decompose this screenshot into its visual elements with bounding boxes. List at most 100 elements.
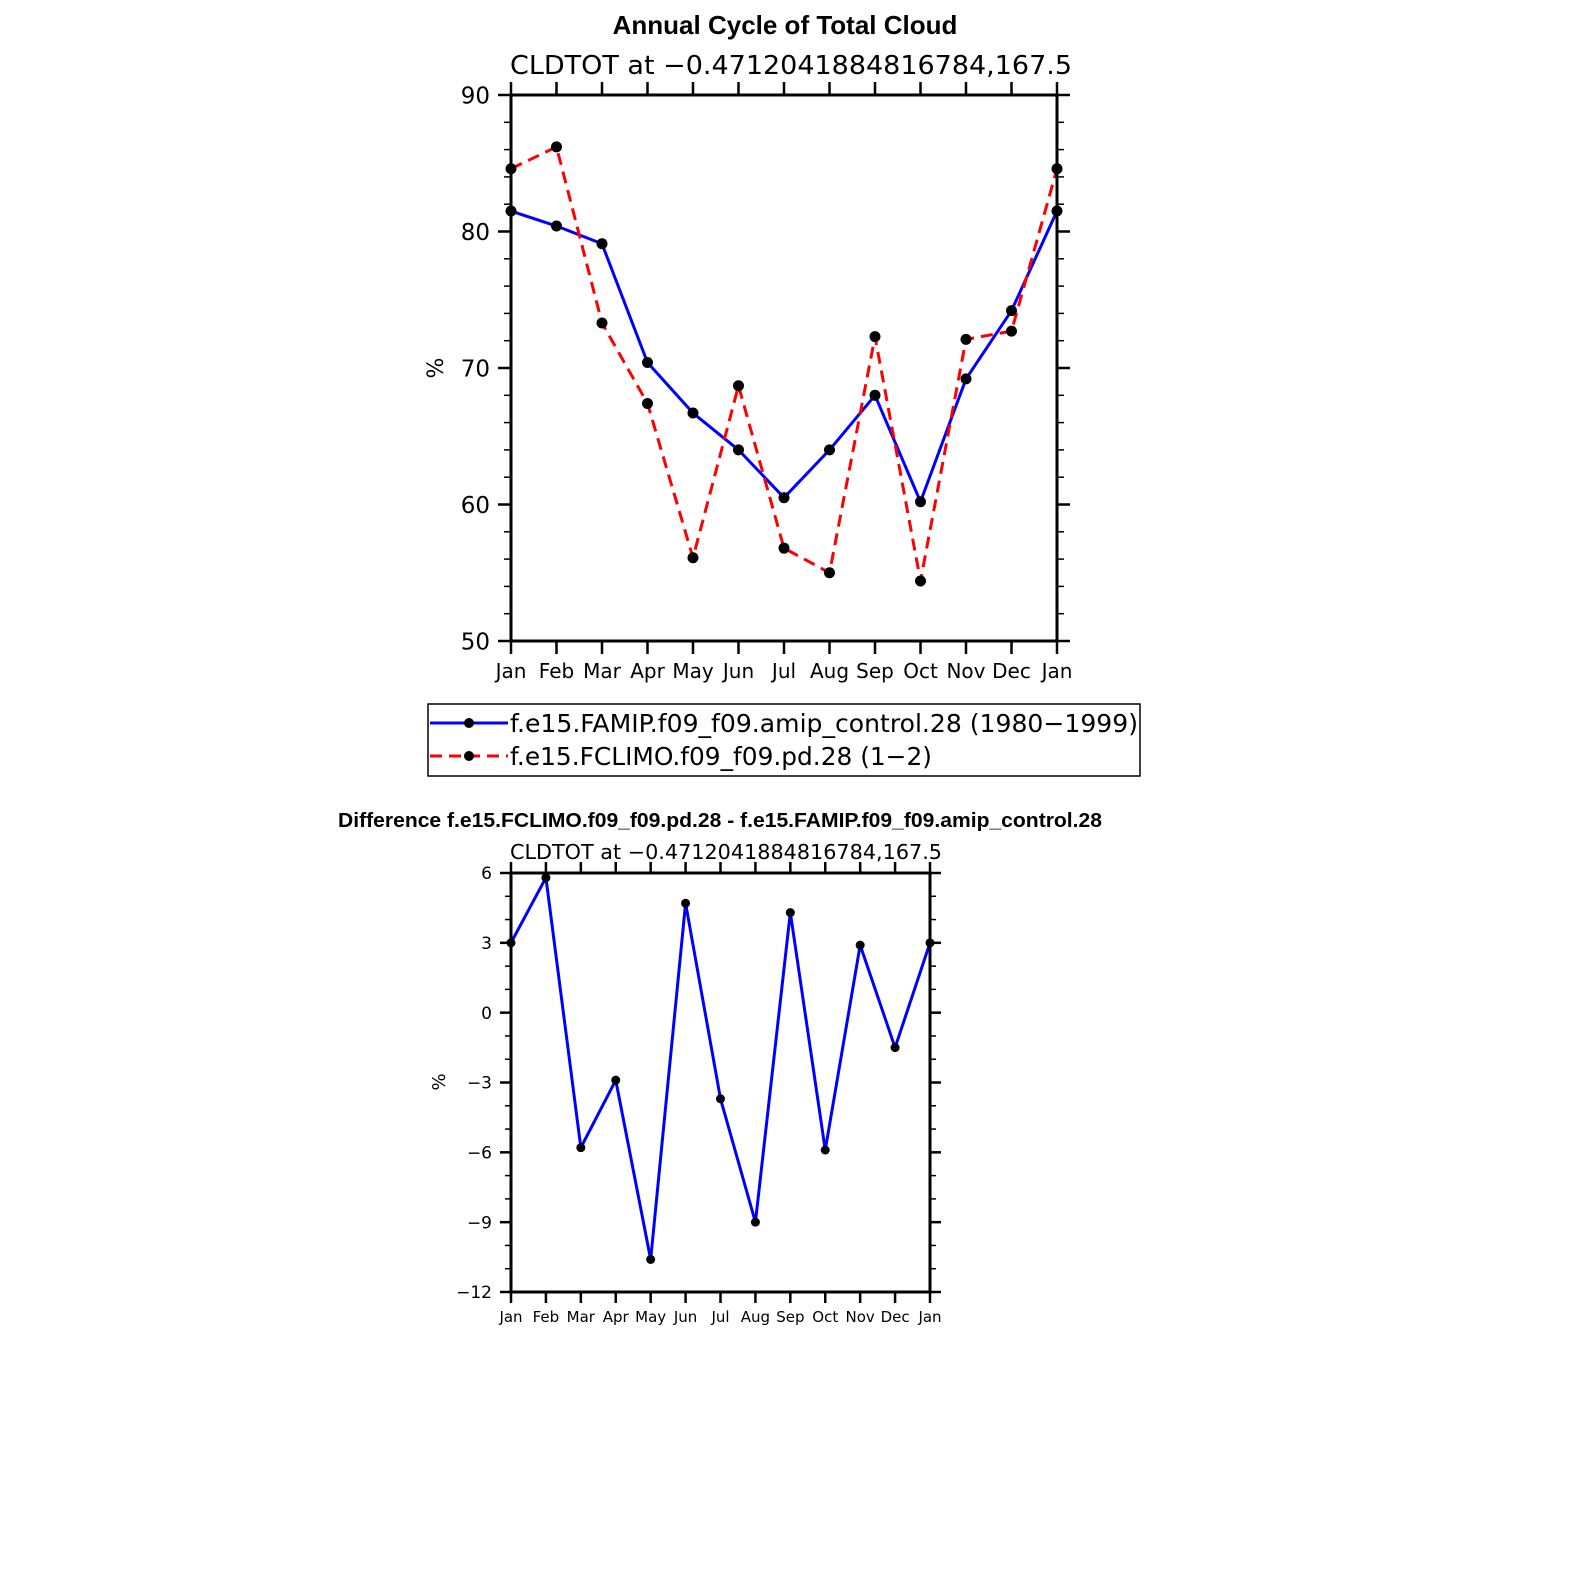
chart1-legend: f.e15.FAMIP.f09_f09.amip_control.28 (198… [427, 703, 1141, 777]
difference-chart: Difference f.e15.FCLIMO.f09_f09.pd.28 - … [338, 810, 1102, 1326]
chart1-series-1-point [869, 331, 881, 343]
chart2-xtick-label: Jul [710, 1308, 729, 1326]
legend-box [427, 703, 1141, 777]
chart1-series-1-point [551, 141, 562, 153]
chart2-xtick-label: Nov [846, 1308, 875, 1326]
chart2-series-0-point [576, 1143, 586, 1153]
chart1-series-1-point [1006, 325, 1017, 337]
chart1-series-0-point [960, 373, 972, 385]
chart1-xtick-label: Apr [630, 659, 665, 683]
chart1-series-0-point [869, 389, 881, 401]
chart1-series-1-point [915, 575, 926, 587]
chart2-series-0-point [890, 1043, 900, 1053]
legend-label-1: f.e15.FAMIP.f09_f09.amip_control.28 (198… [510, 709, 1138, 738]
chart2-ytick-label: 0 [481, 1004, 492, 1024]
legend-label-2: f.e15.FCLIMO.f09_f09.pd.28 (1−2) [510, 742, 932, 771]
chart2-xtick-label: Sep [776, 1308, 804, 1326]
chart2-xtick-label: Jun [673, 1308, 697, 1326]
legend-marker-2 [464, 751, 474, 761]
chart2-series-0-point [541, 873, 551, 883]
chart2-plot-frame [509, 871, 932, 1294]
chart1-series-1-point [687, 552, 699, 564]
chart1-ytick-label: 70 [461, 356, 490, 382]
chart1-subtitle: CLDTOT at −0.4712041884816784,167.5 [510, 51, 1072, 81]
chart2-series-0-point [820, 1145, 830, 1155]
chart2-ytick-label: −9 [467, 1213, 492, 1233]
chart2-title: Difference f.e15.FCLIMO.f09_f09.pd.28 - … [338, 810, 1102, 832]
chart1-series-1-point [596, 317, 608, 329]
chart1-xtick-label: Jan [494, 659, 527, 683]
chart1-series-1-point [960, 333, 972, 345]
chart1-xtick-label: Feb [539, 659, 574, 683]
chart1-xtick-label: Aug [810, 659, 849, 683]
chart1-series-0-point [1006, 305, 1017, 317]
chart2-subtitle: CLDTOT at −0.4712041884816784,167.5 [510, 840, 942, 864]
chart1-ytick-label: 90 [461, 83, 490, 109]
chart1-y-tick-labels: 50 60 70 80 90 [461, 83, 490, 655]
chart1-x-tick-labels: Jan Feb Mar Apr May Jun Jul Aug Sep Oct Nov Dec Jan [494, 659, 1073, 683]
chart2-ytick-label: −12 [456, 1283, 492, 1303]
chart2-xtick-label: Apr [603, 1308, 630, 1326]
chart1-series-0-point [733, 444, 744, 456]
chart1-series-0-point [687, 407, 699, 419]
chart2-xtick-label: Feb [533, 1308, 560, 1326]
chart1-series-0-point [551, 220, 562, 232]
chart1-xtick-label: Sep [856, 659, 894, 683]
chart1-plot-frame [509, 93, 1059, 643]
chart2-ticks [500, 862, 941, 1303]
chart1-xtick-label: Jan [1040, 659, 1073, 683]
chart2-series-0-point [785, 908, 795, 918]
chart1-series-0-point [824, 444, 835, 456]
chart1-ytick-label: 80 [461, 220, 490, 246]
chart1-series-0-point [596, 238, 608, 250]
chart1-series-0-point [642, 357, 653, 369]
chart1-series-line-0 [510, 209, 1059, 504]
chart2-xtick-label: Aug [741, 1308, 770, 1326]
chart2-ytick-label: −3 [467, 1074, 492, 1094]
legend-entry-2: f.e15.FCLIMO.f09_f09.pd.28 (1−2) [430, 742, 932, 771]
chart2-xtick-label: Jan [917, 1308, 941, 1326]
annual-cycle-chart: Annual Cycle of Total Cloud CLDTOT at −0… [424, 10, 1141, 777]
chart2-x-tick-labels: Jan Feb Mar Apr May Jun Jul Aug Sep Oct Nov Dec Jan [498, 1308, 941, 1326]
chart2-series-0-point [750, 1217, 760, 1227]
chart1-title: Annual Cycle of Total Cloud [613, 10, 958, 40]
chart2-series-0-point [646, 1254, 656, 1264]
chart2-ytick-label: 6 [481, 864, 492, 884]
chart2-series-0-point [681, 898, 691, 908]
legend-entry-1: f.e15.FAMIP.f09_f09.amip_control.28 (198… [430, 709, 1138, 738]
chart2-xtick-label: May [635, 1308, 666, 1326]
chart1-series-0-point [915, 496, 926, 508]
chart1-ticks [498, 82, 1070, 654]
chart1-ytick-label: 60 [461, 493, 490, 519]
chart1-xtick-label: Dec [992, 659, 1031, 683]
chart1-xtick-label: Jun [721, 659, 754, 683]
chart2-ylabel: % [429, 1073, 450, 1090]
chart2-series-line-0 [509, 876, 932, 1261]
chart1-ylabel: % [424, 358, 449, 379]
chart1-series-1-point [824, 567, 835, 579]
chart1-xtick-label: May [672, 659, 714, 683]
chart1-ytick-label: 50 [461, 629, 490, 655]
chart1-xtick-label: Oct [903, 659, 938, 683]
chart1-series-1-point [642, 397, 653, 409]
chart1-series-1-point [778, 542, 790, 554]
chart2-ytick-label: 3 [481, 934, 492, 954]
chart2-series [506, 873, 935, 1264]
chart1-xtick-label: Mar [583, 659, 622, 683]
chart2-xtick-label: Mar [567, 1308, 596, 1326]
chart2-y-tick-labels: −12 −9 −6 −3 0 3 6 [456, 864, 492, 1303]
chart2-series-0-point [611, 1075, 621, 1085]
chart1-series-0-point [778, 492, 790, 504]
chart2-series-0-point [855, 940, 865, 950]
chart1-series-1-point [733, 380, 744, 392]
chart1-series [505, 141, 1063, 587]
legend-marker-1 [464, 718, 474, 728]
chart1-xtick-label: Jul [770, 659, 796, 683]
chart2-xtick-label: Oct [812, 1308, 838, 1326]
chart1-xtick-label: Nov [946, 659, 985, 683]
chart2-series-0-point [716, 1094, 725, 1104]
chart2-ytick-label: −6 [467, 1143, 492, 1163]
chart2-xtick-label: Jan [498, 1308, 522, 1326]
chart2-xtick-label: Dec [881, 1308, 910, 1326]
